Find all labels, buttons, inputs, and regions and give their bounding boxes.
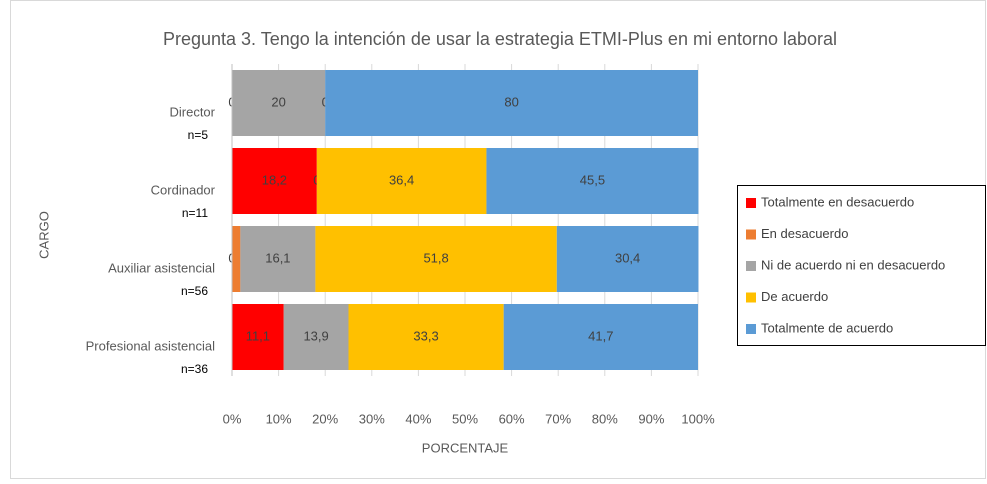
bar-segment [283,304,349,370]
data-label: 13,9 [303,328,328,343]
y-tick-note: n=5 [188,128,209,142]
bar-segment [232,304,284,370]
legend-swatch [746,229,756,240]
y-tick-note: n=11 [182,206,208,220]
bar-segment [503,304,698,370]
bar-segment [232,70,326,136]
legend-swatch [746,292,756,303]
legend-label: Totalmente de acuerdo [761,320,893,335]
legend-label: De acuerdo [761,289,828,304]
x-tick-label: 30% [359,411,385,426]
legend-swatch [746,324,756,334]
data-label: 16,1 [265,250,290,265]
x-tick-label: 70% [545,411,571,426]
chart-title: Pregunta 3. Tengo la intención de usar l… [163,29,837,49]
data-label: 33,3 [413,328,438,343]
data-label: 45,5 [580,172,605,187]
x-tick-label: 100% [681,411,715,426]
x-tick-label: 50% [452,411,478,426]
bar-segment [232,148,317,214]
bar-segment [316,148,487,214]
legend-label: Totalmente en desacuerdo [761,194,914,209]
y-tick-note: n=36 [181,362,208,376]
data-label: 11,1 [246,328,270,343]
y-tick-label: Cordinador [151,182,216,197]
y-tick-label: Director [169,104,215,119]
bar-segment [486,148,699,214]
data-label: 18,2 [262,172,287,187]
bar-segment [325,70,698,136]
x-tick-label: 40% [405,411,431,426]
data-label: 80 [504,94,518,109]
bar-segment [315,226,557,292]
legend-label: En desacuerdo [761,226,848,241]
y-tick-label: Auxiliar asistencial [108,260,215,275]
bar-segment [240,226,316,292]
data-label: 51,8 [423,250,448,265]
legend-swatch [746,198,756,208]
x-axis-label: PORCENTAJE [422,440,509,455]
y-tick-note: n=56 [181,284,208,298]
data-label: 41,7 [588,328,613,343]
y-tick-label: Profesional asistencial [86,338,215,353]
legend-swatch [746,261,756,271]
x-tick-label: 60% [499,411,525,426]
x-tick-label: 20% [312,411,338,426]
x-tick-label: 10% [266,411,292,426]
bar-segment [348,304,504,370]
y-axis-label: CARGO [36,211,51,259]
data-label: 30,4 [615,250,640,265]
data-label: 36,4 [389,172,414,187]
legend-box [737,185,986,346]
x-tick-label: 80% [592,411,618,426]
data-label: 20 [271,94,285,109]
x-tick-label: 90% [638,411,664,426]
bar-segment [232,226,241,292]
x-tick-label: 0% [223,411,242,426]
legend-label: Ni de acuerdo ni en desacuerdo [761,257,945,272]
bar-segment [556,226,699,292]
